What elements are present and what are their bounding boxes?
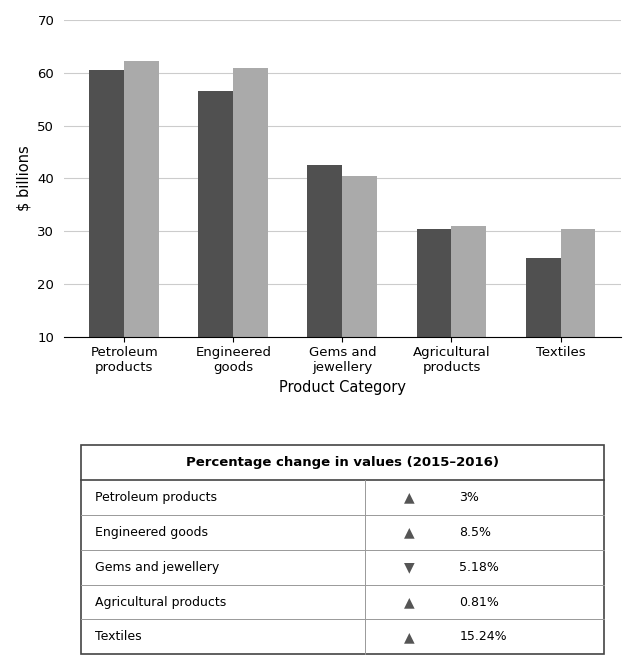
Text: Percentage change in values (2015–2016): Percentage change in values (2015–2016) (186, 456, 499, 469)
Text: 15.24%: 15.24% (460, 630, 507, 643)
Bar (525, 257, 561, 389)
Bar (90, 70, 124, 389)
Bar (307, 165, 342, 389)
Bar (234, 68, 268, 389)
Text: Textiles: Textiles (95, 630, 141, 643)
Bar (198, 91, 234, 389)
Text: 8.5%: 8.5% (460, 526, 492, 539)
Text: Gems and jewellery: Gems and jewellery (95, 561, 219, 574)
Text: ▲: ▲ (404, 595, 415, 609)
Bar (417, 228, 451, 389)
Bar (124, 61, 159, 389)
Text: ▲: ▲ (404, 525, 415, 539)
Text: ▼: ▼ (404, 560, 415, 574)
Bar (561, 228, 595, 389)
Text: Agricultural products: Agricultural products (95, 596, 226, 608)
Text: Petroleum products: Petroleum products (95, 490, 216, 504)
Bar (342, 176, 378, 389)
Y-axis label: $ billions: $ billions (17, 145, 32, 211)
Text: Engineered goods: Engineered goods (95, 526, 207, 539)
Text: ▲: ▲ (404, 490, 415, 505)
Bar (451, 226, 486, 389)
Text: 3%: 3% (460, 490, 479, 504)
X-axis label: Product Category: Product Category (279, 380, 406, 395)
Text: 5.18%: 5.18% (460, 561, 499, 574)
Text: ▲: ▲ (404, 630, 415, 644)
Text: 0.81%: 0.81% (460, 596, 499, 608)
